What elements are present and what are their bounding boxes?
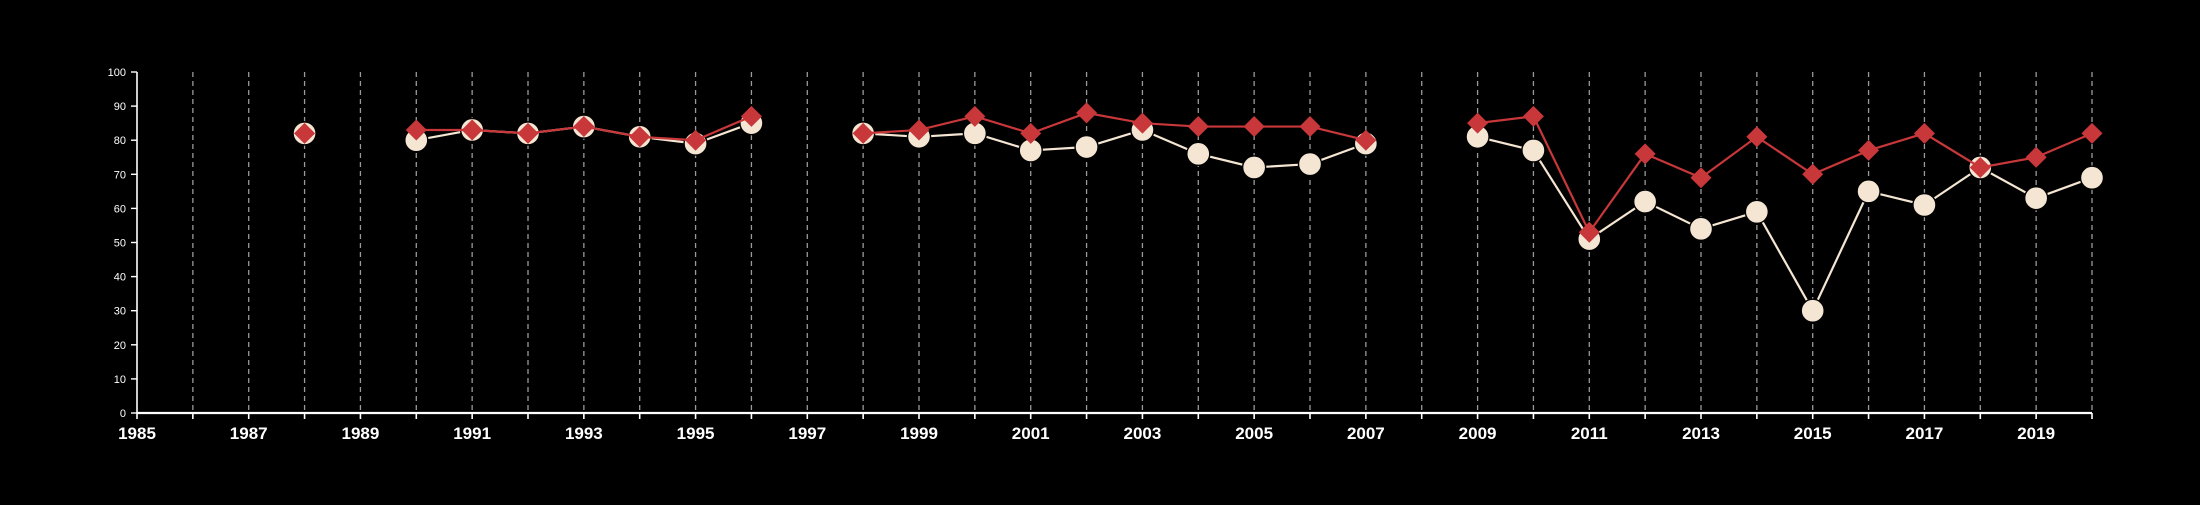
y-tick-label: 60 [114, 203, 126, 215]
data-point-diamond [1969, 156, 1991, 178]
y-tick-label: 30 [114, 306, 126, 318]
y-tick-label: 20 [114, 340, 126, 352]
y-tick-label: 80 [114, 135, 126, 147]
x-tick-label: 2009 [1459, 424, 1497, 443]
series-line-segment [1477, 115, 2093, 235]
y-tick-label: 70 [114, 169, 126, 181]
data-point-circle [1688, 216, 1714, 242]
data-point-diamond [685, 129, 707, 151]
data-point-diamond [1690, 167, 1712, 189]
data-point-circle [1186, 141, 1211, 167]
data-point-circle [1856, 179, 1881, 204]
data-point-diamond [1243, 116, 1265, 138]
data-point-circle [1912, 192, 1937, 218]
x-tick-label: 2001 [1012, 424, 1050, 443]
data-point-diamond [1578, 221, 1600, 243]
data-point-diamond [852, 122, 874, 144]
data-point-diamond [1634, 143, 1656, 165]
series-line-segment [863, 128, 1367, 169]
x-tick-label: 2007 [1347, 424, 1385, 443]
x-tick-label: 2003 [1124, 424, 1162, 443]
x-tick-label: 1993 [565, 424, 603, 443]
series-diamond [294, 102, 2103, 243]
data-point-circle [1521, 138, 1546, 163]
data-point-diamond [908, 119, 930, 141]
data-point-diamond [964, 105, 986, 127]
data-point-diamond [629, 126, 651, 148]
x-tick-label: 2005 [1235, 424, 1273, 443]
x-tick-label: 1995 [677, 424, 715, 443]
x-tick-label: 2013 [1682, 424, 1720, 443]
x-tick-label: 1987 [230, 424, 268, 443]
data-point-diamond [2081, 122, 2103, 144]
data-point-circle [2079, 165, 2105, 190]
data-point-diamond [1913, 122, 1935, 144]
y-tick-label: 100 [108, 67, 126, 79]
data-point-diamond [1187, 116, 1209, 138]
x-tick-label: 1989 [342, 424, 380, 443]
data-point-diamond [2025, 146, 2047, 168]
axes: 0 10 20 30 40 50 60 70 80 90 100 1985 1987 1989 1991 19… [108, 67, 2093, 443]
data-point-circle [1074, 134, 1099, 160]
data-point-circle [2023, 185, 2049, 211]
data-point-diamond [517, 122, 539, 144]
data-point-circle [1297, 151, 1323, 177]
y-tick-label: 0 [120, 408, 126, 420]
data-point-diamond [740, 105, 762, 127]
data-point-diamond [1467, 112, 1489, 134]
data-point-diamond [405, 119, 427, 141]
data-point-diamond [1522, 105, 1544, 127]
x-tick-label: 1985 [118, 424, 156, 443]
data-point-diamond [1131, 112, 1153, 134]
series-line-segment [863, 111, 1367, 142]
x-tick-label: 1991 [453, 424, 491, 443]
y-tick-label: 90 [114, 101, 126, 113]
data-point-diamond [1076, 102, 1098, 124]
data-point-diamond [1299, 116, 1321, 138]
y-tick-label: 50 [114, 238, 126, 250]
data-point-diamond [1858, 139, 1880, 161]
x-tick-label: 1997 [788, 424, 826, 443]
data-point-diamond [1020, 122, 1042, 144]
data-point-diamond [1802, 163, 1824, 185]
data-point-diamond [573, 116, 595, 138]
x-tick-label: 1999 [900, 424, 938, 443]
data-point-diamond [1355, 129, 1377, 151]
data-point-diamond [1746, 126, 1768, 148]
x-tick-label: 2015 [1794, 424, 1832, 443]
data-point-circle [1241, 155, 1267, 180]
data-point-diamond [461, 119, 483, 141]
y-tick-label: 10 [114, 374, 126, 386]
x-tick-label: 2019 [2017, 424, 2055, 443]
data-point-circle [1632, 189, 1658, 214]
x-tick-label: 2017 [1906, 424, 1944, 443]
y-tick-label: 40 [114, 272, 126, 284]
series-group [292, 102, 2105, 323]
data-point-diamond [294, 122, 316, 144]
data-point-circle [1744, 199, 1770, 225]
data-point-circle [1800, 298, 1825, 323]
x-tick-label: 2011 [1571, 424, 1608, 443]
